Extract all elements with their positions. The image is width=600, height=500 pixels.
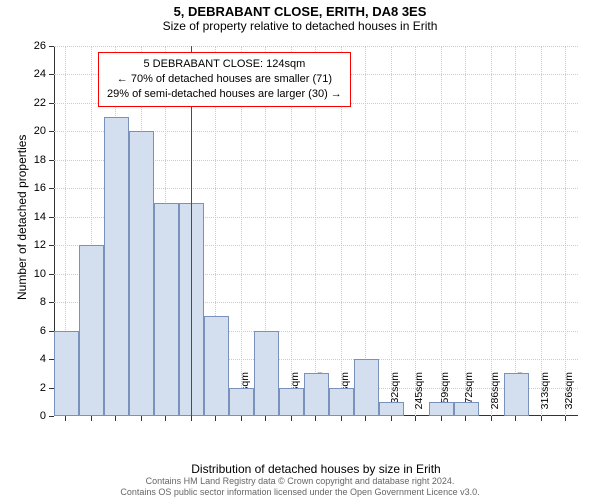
histogram-bar: [79, 245, 104, 416]
ytick-mark: [49, 217, 54, 218]
histogram-bar: [229, 388, 254, 416]
gridline-v: [441, 46, 442, 416]
annotation-line: ← 70% of detached houses are smaller (71…: [107, 72, 342, 87]
x-axis-label: Distribution of detached houses by size …: [54, 462, 578, 476]
histogram-bar: [354, 359, 379, 416]
chart-title-address: 5, DEBRABANT CLOSE, ERITH, DA8 3ES: [0, 0, 600, 19]
footer-line-1: Contains HM Land Registry data © Crown c…: [0, 476, 600, 487]
ytick-mark: [49, 188, 54, 189]
histogram-bar: [254, 331, 279, 416]
ytick-label: 22: [34, 97, 46, 109]
footer-attribution: Contains HM Land Registry data © Crown c…: [0, 476, 600, 498]
ytick-mark: [49, 46, 54, 47]
ytick-mark: [49, 131, 54, 132]
ytick-label: 26: [34, 40, 46, 52]
gridline-v: [465, 46, 466, 416]
footer-line-2: Contains OS public sector information li…: [0, 487, 600, 498]
ytick-label: 14: [34, 211, 46, 223]
chart-container: 5, DEBRABANT CLOSE, ERITH, DA8 3ES Size …: [0, 0, 600, 500]
ytick-label: 16: [34, 182, 46, 194]
ytick-label: 10: [34, 268, 46, 280]
histogram-bar: [379, 402, 404, 416]
y-axis-label: Number of detached properties: [15, 135, 29, 300]
ytick-label: 18: [34, 154, 46, 166]
ytick-mark: [49, 103, 54, 104]
xtick-label: 286sqm: [489, 372, 501, 422]
gridline-v: [415, 46, 416, 416]
gridline-v: [541, 46, 542, 416]
annotation-line: 29% of semi-detached houses are larger (…: [107, 87, 342, 102]
histogram-bar: [154, 203, 179, 416]
xtick-label: 326sqm: [563, 372, 575, 422]
ytick-mark: [49, 416, 54, 417]
ytick-label: 24: [34, 68, 46, 80]
annotation-line: 5 DEBRABANT CLOSE: 124sqm: [107, 57, 342, 72]
chart-title-description: Size of property relative to detached ho…: [0, 19, 600, 37]
ytick-label: 8: [40, 296, 46, 308]
histogram-bar: [454, 402, 479, 416]
plot-area: 0246810121416182022242656sqm70sqm83sqm97…: [54, 46, 578, 416]
gridline-v: [491, 46, 492, 416]
histogram-bar: [504, 373, 529, 416]
histogram-bar: [279, 388, 304, 416]
histogram-bar: [304, 373, 329, 416]
histogram-bar: [129, 131, 154, 416]
ytick-label: 6: [40, 325, 46, 337]
histogram-bar: [429, 402, 454, 416]
gridline-v: [391, 46, 392, 416]
xtick-label: 313sqm: [539, 372, 551, 422]
ytick-label: 0: [40, 410, 46, 422]
histogram-bar: [204, 316, 229, 416]
histogram-bar: [329, 388, 354, 416]
histogram-bar: [104, 117, 129, 416]
ytick-label: 12: [34, 239, 46, 251]
annotation-box: 5 DEBRABANT CLOSE: 124sqm← 70% of detach…: [98, 52, 351, 107]
ytick-label: 20: [34, 125, 46, 137]
gridline-v: [515, 46, 516, 416]
histogram-bar: [54, 331, 79, 416]
ytick-mark: [49, 274, 54, 275]
ytick-mark: [49, 302, 54, 303]
ytick-label: 2: [40, 382, 46, 394]
xtick-label: 245sqm: [413, 372, 425, 422]
ytick-mark: [49, 245, 54, 246]
ytick-label: 4: [40, 353, 46, 365]
ytick-mark: [49, 74, 54, 75]
gridline-v: [565, 46, 566, 416]
ytick-mark: [49, 160, 54, 161]
